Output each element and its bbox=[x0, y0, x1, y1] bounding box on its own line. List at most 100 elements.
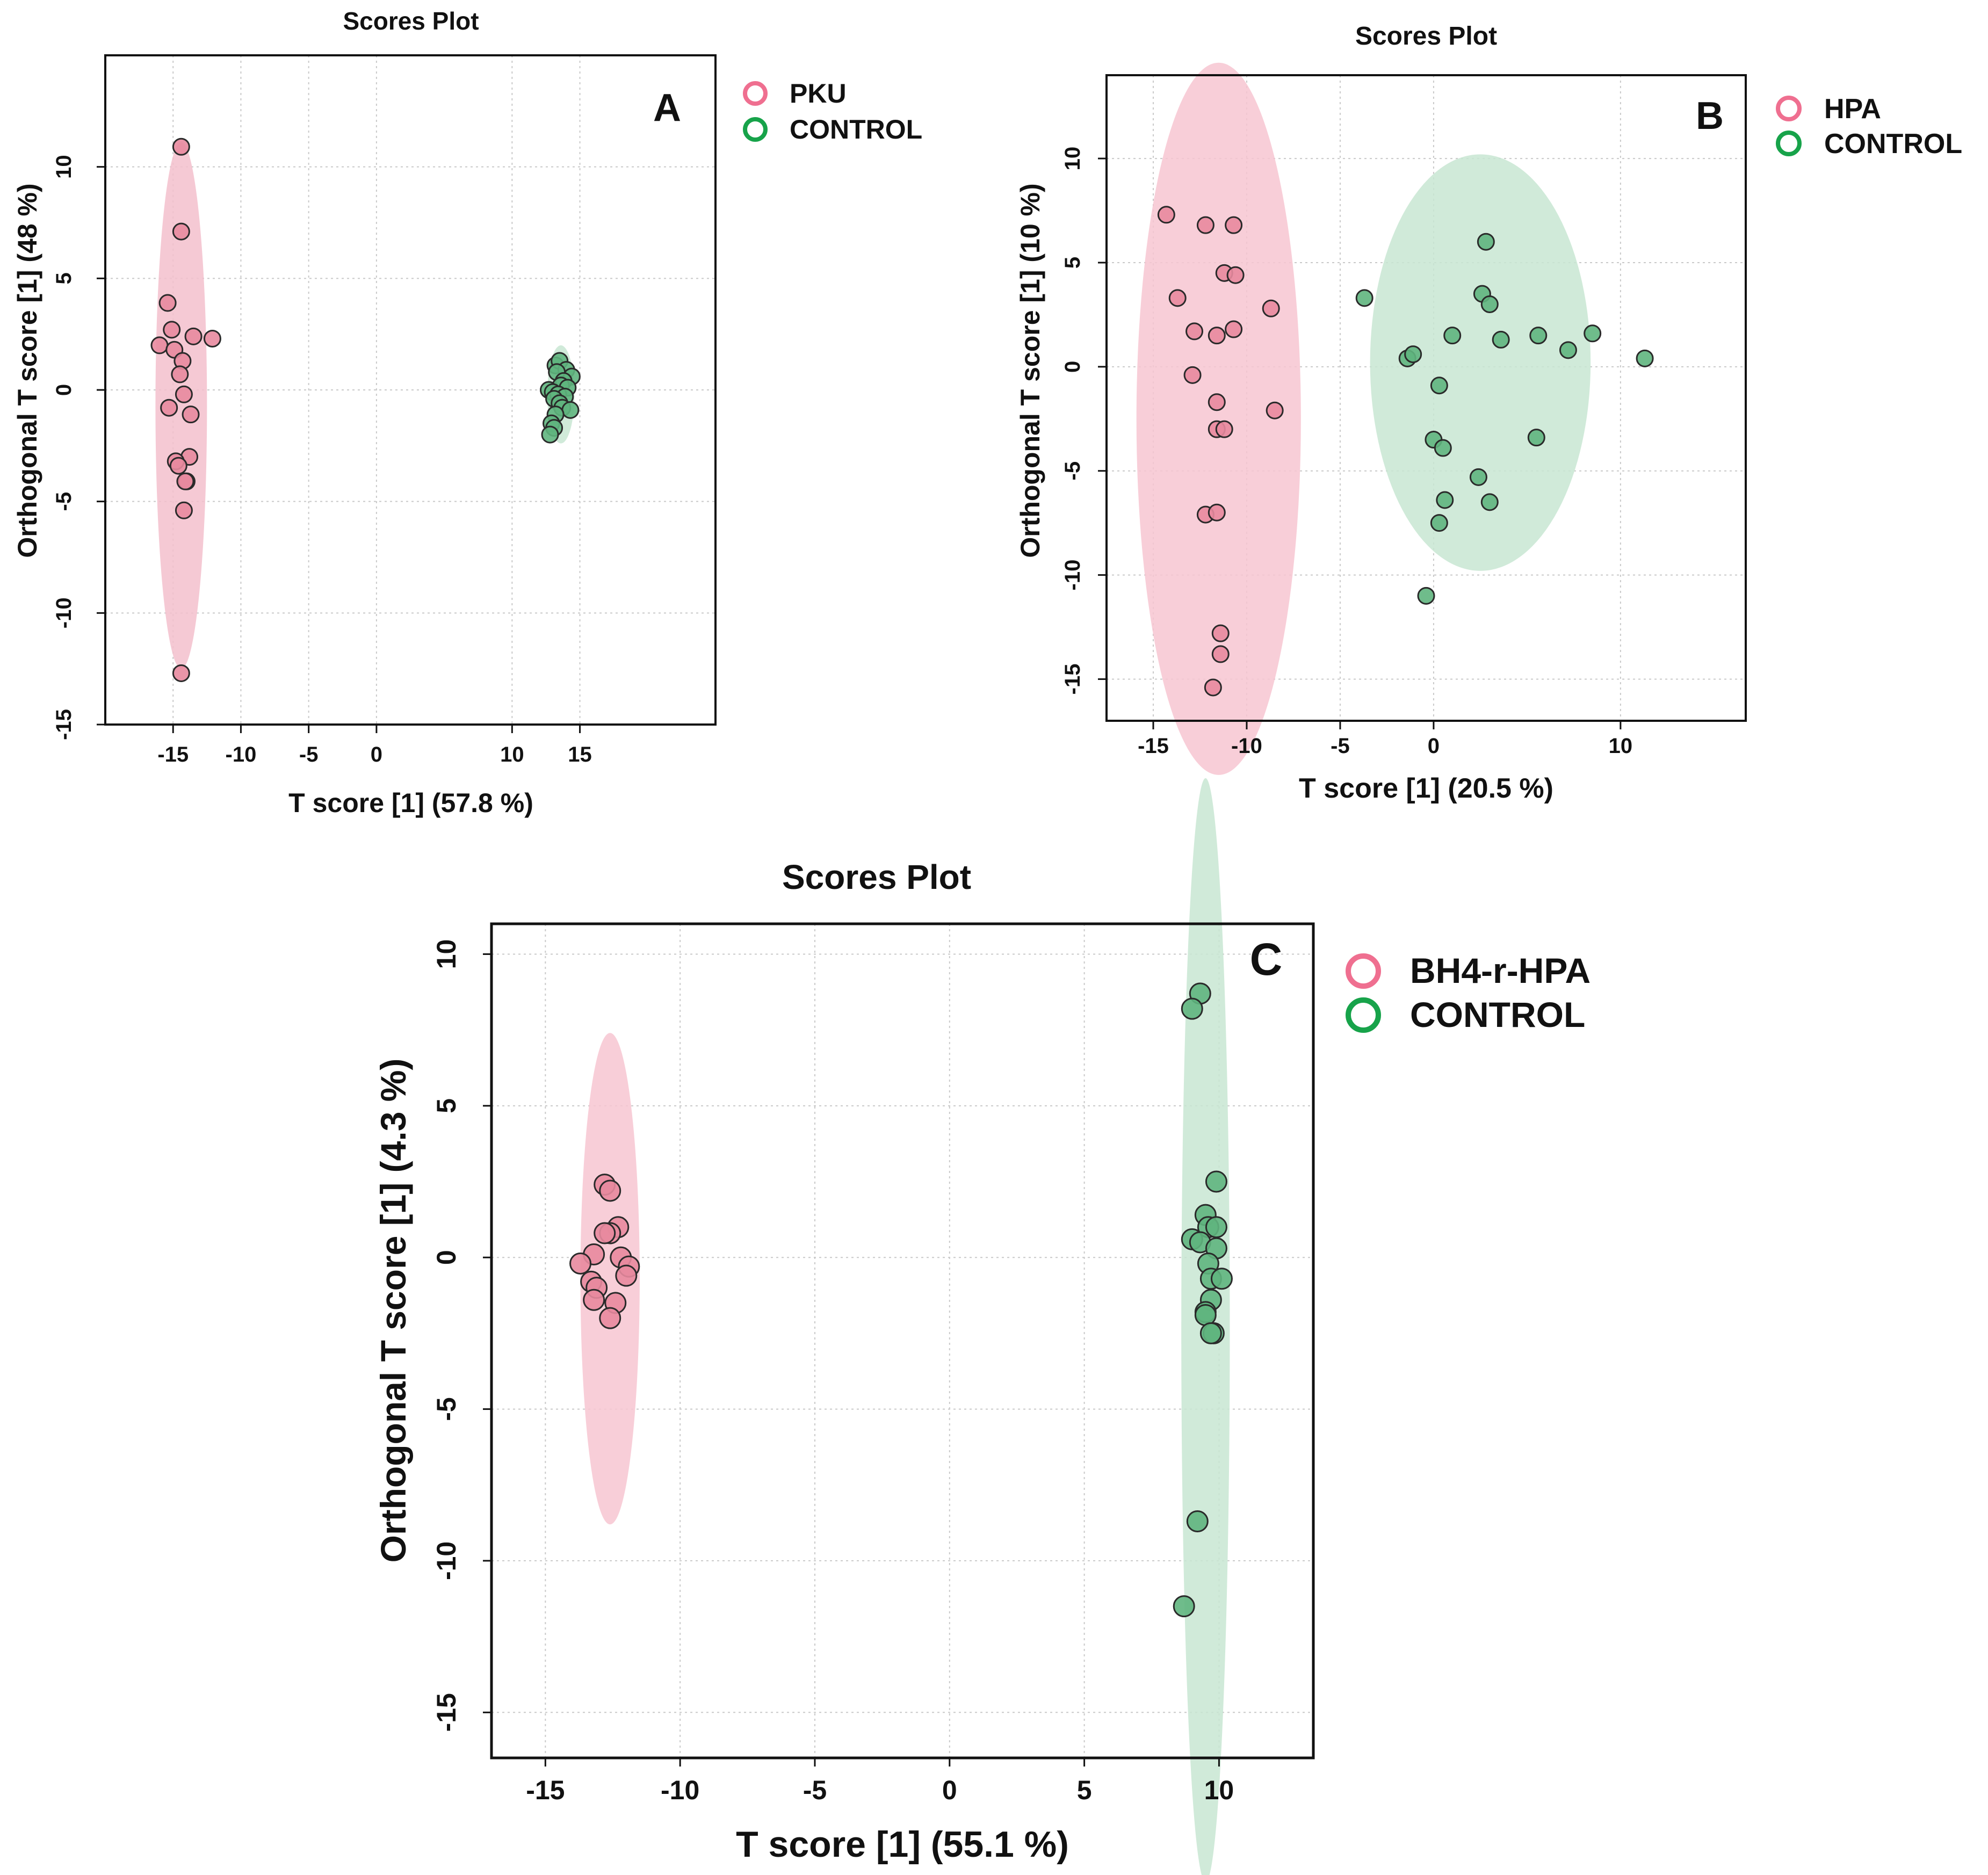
panel-c-legend-control-marker bbox=[1346, 997, 1381, 1033]
panel-c-x-tick-label: 0 bbox=[942, 1775, 957, 1805]
panel-c-control-point bbox=[1181, 997, 1203, 1020]
panel-b-control-point bbox=[1529, 327, 1548, 345]
panel-a-y-tick-label: 0 bbox=[52, 384, 76, 396]
panel-b-control-point bbox=[1559, 341, 1577, 359]
panel-a-pku-point bbox=[171, 365, 189, 383]
panel-b-control-point bbox=[1430, 377, 1448, 395]
panel-b-hpa-point bbox=[1266, 401, 1284, 419]
panel-c-legend-control-label: CONTROL bbox=[1410, 995, 1585, 1034]
panel-b-control-point bbox=[1480, 295, 1499, 314]
panel-b-x-tick-label: -5 bbox=[1331, 734, 1350, 758]
panel-b-control-point bbox=[1492, 330, 1510, 349]
panel-b-x-tick-label: -10 bbox=[1231, 734, 1262, 758]
panel-b-hpa-point bbox=[1157, 206, 1175, 224]
panel-a-x-tick-label: -10 bbox=[226, 743, 257, 766]
panel-b-y-tick-label: 5 bbox=[1061, 257, 1085, 269]
panel-a-pku-point bbox=[150, 336, 169, 354]
panel-c-control-point bbox=[1186, 1510, 1209, 1533]
panel-a-pku-point bbox=[203, 329, 221, 348]
panel-a-pku-point bbox=[160, 399, 178, 417]
panel-b-title: Scores Plot bbox=[1355, 22, 1497, 50]
panel-a-y-ticks: 10 5 0 -5 -10 -15 bbox=[52, 155, 105, 740]
panel-c-bh4-r-hpa-point bbox=[599, 1179, 621, 1202]
panel-b-control-point bbox=[1355, 289, 1373, 307]
panel-a-x-axis-label: T score [1] (57.8 %) bbox=[288, 788, 533, 818]
panel-b-control-point bbox=[1636, 349, 1654, 367]
panel-a-pku-point bbox=[158, 294, 177, 312]
panel-c-plot-frame bbox=[490, 922, 1315, 1760]
panel-b-control-point bbox=[1480, 493, 1499, 511]
panel-c-bh4-r-hpa-point bbox=[569, 1252, 592, 1275]
panel-a-y-tick-label: -15 bbox=[52, 709, 76, 740]
panel-b-label: B bbox=[1696, 95, 1724, 137]
panel-c-x-axis-label: T score [1] (55.1 %) bbox=[736, 1824, 1069, 1865]
panel-a-legend-pku-marker bbox=[743, 81, 768, 106]
panel-a-legend-control-label: CONTROL bbox=[790, 114, 922, 144]
panel-c-y-ticks: 10 5 0 -5 -10 -15 bbox=[431, 939, 491, 1732]
panel-c-control-point bbox=[1199, 1322, 1222, 1344]
panel-b-y-tick-label: 10 bbox=[1061, 147, 1085, 171]
panel-b-control-point bbox=[1430, 514, 1448, 532]
panel-b-x-axis-label: T score [1] (20.5 %) bbox=[1299, 773, 1553, 804]
panel-b-control-ellipse bbox=[1370, 154, 1591, 571]
panel-b-hpa-point bbox=[1225, 320, 1243, 338]
panel-b-legend-hpa-label: HPA bbox=[1824, 93, 1881, 125]
panel-c-bh4-r-hpa-ellipse bbox=[580, 1033, 640, 1525]
panel-b-control-point bbox=[1527, 429, 1545, 447]
panel-a-y-tick-label: 10 bbox=[52, 155, 76, 179]
panel-c-control-point bbox=[1173, 1595, 1195, 1618]
panel-a-x-tick-label: 0 bbox=[371, 743, 382, 766]
panel-a-label: A bbox=[653, 86, 681, 129]
panel-a-x-ticks: -15 -10 -5 0 10 15 bbox=[157, 725, 592, 766]
panel-b-hpa-point bbox=[1183, 366, 1202, 384]
panel-b-plot-frame bbox=[1105, 74, 1747, 722]
panel-a-x-tick-label: -15 bbox=[157, 743, 189, 766]
panel-b-y-axis-label: Orthogonal T score [1] (10 %) bbox=[1015, 183, 1045, 558]
panel-c-bh4-r-hpa-point bbox=[599, 1307, 621, 1329]
panel-a-x-tick-label: 10 bbox=[500, 743, 524, 766]
panel-c-points bbox=[569, 982, 1233, 1618]
panel-c-title: Scores Plot bbox=[782, 858, 971, 896]
panel-b-x-tick-label: 10 bbox=[1609, 734, 1633, 758]
panel-c-x-tick-label: -10 bbox=[661, 1775, 699, 1805]
panel-c-ellipses bbox=[580, 778, 1230, 1875]
panel-a-pku-point bbox=[172, 664, 190, 682]
panel-c-y-tick-label: -15 bbox=[431, 1693, 461, 1732]
panel-a-pku-point bbox=[175, 385, 193, 403]
panel-a-pku-point bbox=[175, 501, 193, 519]
panel-a: Scores Plot -15 -10 -5 0 10 15 10 5 0 -5 -10 -15 A… bbox=[12, 7, 922, 818]
panel-b-control-point bbox=[1417, 587, 1435, 605]
panel-b-control-point bbox=[1404, 345, 1422, 364]
panel-b-legend: HPA CONTROL bbox=[1776, 93, 1962, 160]
panel-b-legend-control-label: CONTROL bbox=[1824, 128, 1962, 160]
panel-b-hpa-point bbox=[1208, 393, 1226, 411]
panel-c-y-axis-label: Orthogonal T score [1] (4.3 %) bbox=[373, 1059, 413, 1563]
panel-c-legend-bh4-marker bbox=[1346, 953, 1381, 989]
panel-a-y-tick-label: -5 bbox=[52, 492, 76, 511]
panel-b-hpa-point bbox=[1226, 266, 1245, 284]
panel-c-legend-bh4-label: BH4-r-HPA bbox=[1410, 951, 1591, 990]
panel-b-control-point bbox=[1443, 327, 1462, 345]
panel-c-control-point bbox=[1205, 1170, 1227, 1193]
panel-a-legend: PKU CONTROL bbox=[743, 78, 922, 144]
panel-a-y-tick-label: -10 bbox=[52, 597, 76, 628]
panel-b-hpa-ellipse bbox=[1136, 62, 1301, 775]
panel-b: Scores Plot -15 -10 -5 0 10 10 5 0 -5 -10 -15 B T… bbox=[1015, 22, 1962, 804]
panel-c-legend: BH4-r-HPA CONTROL bbox=[1346, 951, 1591, 1034]
panel-b-control-point bbox=[1469, 468, 1487, 486]
panel-b-hpa-point bbox=[1185, 322, 1204, 341]
panel-c-bh4-r-hpa-point bbox=[583, 1288, 605, 1311]
panel-a-x-tick-label: 15 bbox=[568, 743, 592, 766]
panel-c-y-tick-label: 10 bbox=[431, 939, 461, 969]
panel-a-pku-point bbox=[184, 327, 203, 345]
panel-b-points bbox=[1157, 206, 1654, 697]
panel-a-pku-point bbox=[169, 457, 187, 475]
panel-b-legend-control-marker bbox=[1776, 131, 1802, 156]
panel-b-ellipses bbox=[1136, 62, 1591, 775]
panel-b-y-ticks: 10 5 0 -5 -10 -15 bbox=[1061, 147, 1107, 694]
panel-b-hpa-point bbox=[1204, 678, 1222, 697]
panel-a-pku-point bbox=[182, 406, 200, 424]
panel-c-control-point bbox=[1210, 1268, 1233, 1290]
panel-a-control-point bbox=[541, 425, 559, 444]
